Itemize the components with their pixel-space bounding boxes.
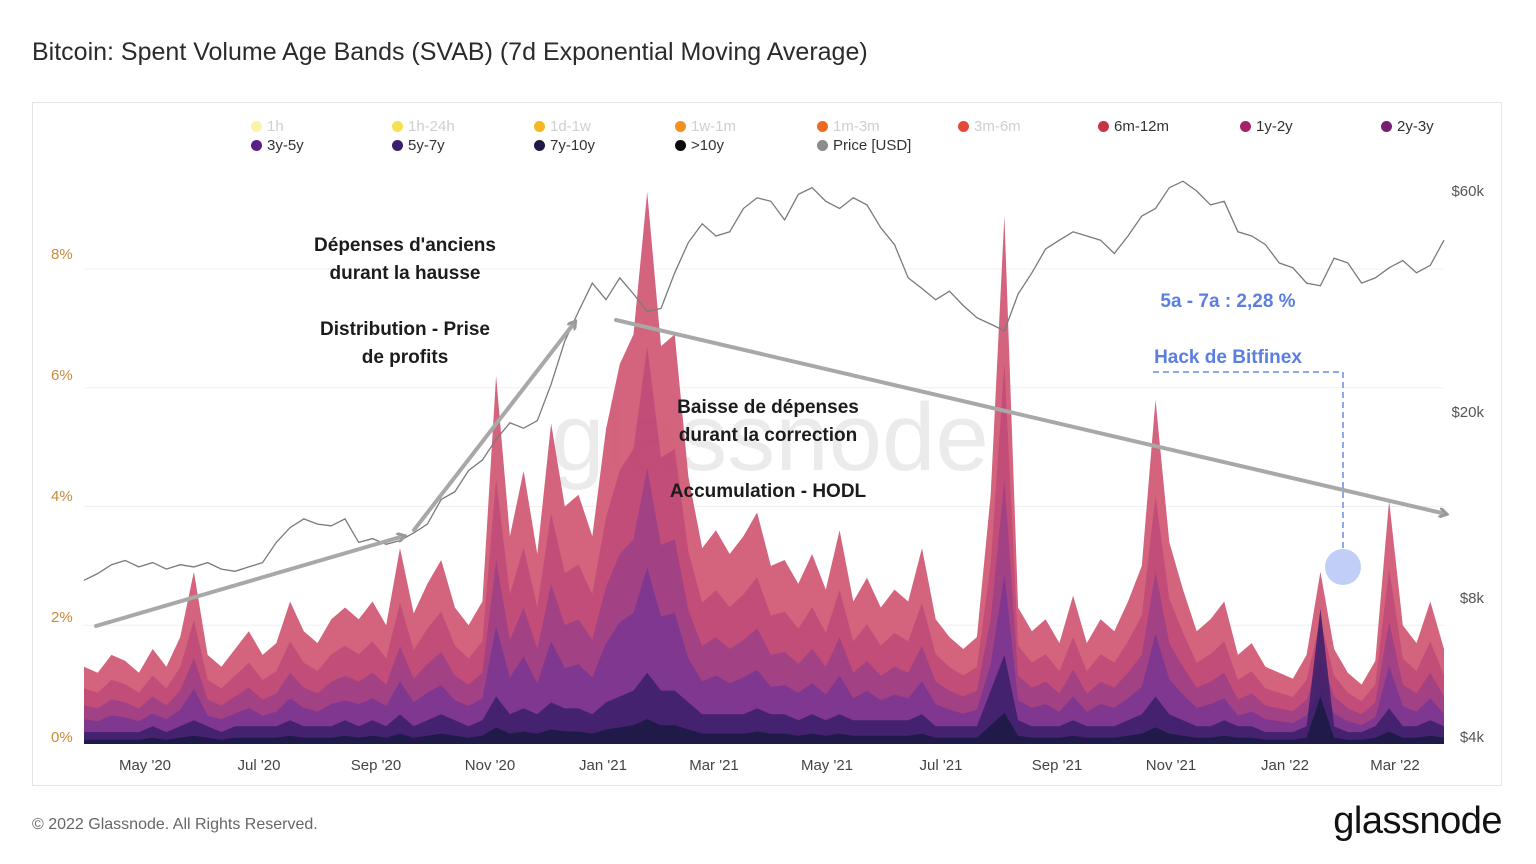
legend-dot-icon [534,121,545,132]
legend-item[interactable]: 3y-5y [251,137,304,154]
legend-label: 1m-3m [833,118,880,135]
legend-dot-icon [817,121,828,132]
area-band [84,467,1444,744]
area-band [84,346,1444,744]
legend-label: 1w-1m [691,118,737,135]
annotation-distribution-line1: Distribution - Prise [320,319,490,340]
legend-item[interactable]: 5y-7y [392,137,445,154]
x-tick-label: Jul '21 [920,757,963,774]
legend-item[interactable]: 6m-12m [1098,118,1169,135]
legend-label: >10y [691,137,724,154]
footer-copyright: © 2022 Glassnode. All Rights Reserved. [32,816,318,833]
legend-dot-icon [1240,121,1251,132]
trend-arrow [614,318,1446,514]
y-right-tick-label: $4k [1460,729,1485,746]
annotation-rally-line2: durant la hausse [329,263,481,284]
hack-marker [1325,549,1361,585]
legend-label: 6m-12m [1114,118,1170,135]
y-left-tick-label: 2% [51,609,73,626]
legend-dot-icon [675,121,686,132]
brand-logo: glassnode [1333,800,1502,842]
legend-item[interactable]: Price [USD] [817,137,911,154]
legend-dot-icon [817,140,828,151]
legend-dot-icon [251,140,262,151]
annotation-correction-line2: durant la correction [678,425,858,446]
annotation-distribution-line2: de profits [361,347,449,368]
legend-item[interactable]: 1y-2y [1240,118,1293,135]
annotation-rally-line1: Dépenses d'anciens [314,235,496,256]
x-tick-label: Mar '21 [689,757,739,774]
legend-item[interactable]: 3m-6m [958,118,1021,135]
area-band [84,567,1444,744]
legend-label: 3y-5y [267,137,304,154]
price-line [83,180,1445,581]
x-tick-label: Sep '20 [351,757,401,774]
annotation-distribution: Distribution - Prise de profits [300,316,510,372]
x-tick-label: Mar '22 [1370,757,1420,774]
legend-label: 1h [267,118,284,135]
hack-leader-line [1153,371,1344,550]
legend-dot-icon [1381,121,1392,132]
legend-dot-icon [675,140,686,151]
legend-label: 1y-2y [1256,118,1293,135]
y-left-tick-label: 4% [51,488,73,505]
price-series [83,180,1445,581]
annotation-correction: Baisse de dépenses durant la correction [660,394,876,450]
area-band-5y7y [84,608,1444,744]
x-tick-label: Sep '21 [1032,757,1082,774]
area-band-7y10y [84,696,1444,744]
x-tick-label: May '20 [119,757,171,774]
legend-dot-icon [534,140,545,151]
x-tick-label: Jul '20 [238,757,281,774]
legend-label: 1h-24h [408,118,455,135]
annotation-rally: Dépenses d'anciens durant la hausse [300,232,510,288]
legend-label: 1d-1w [550,118,591,135]
gridlines [84,268,1444,626]
x-tick-label: Nov '20 [465,757,515,774]
hack-highlight [1153,371,1361,585]
annotation-band-value: 5a - 7a : 2,28 % [1160,291,1296,312]
legend-dot-icon [392,121,403,132]
trend-arrow [94,536,404,628]
x-tick-label: Nov '21 [1146,757,1196,774]
axes: 0% 2% 4% 6% 8% $4k $8k $20k $60k May '20 Jul '20 Se… [51,183,1484,774]
legend-dot-icon [392,140,403,151]
legend-label: 5y-7y [408,137,445,154]
legend-dot-icon [1098,121,1109,132]
legend-label: 3m-6m [974,118,1021,135]
legend-dot-icon [251,121,262,132]
y-left-tick-label: 6% [51,367,73,384]
trend-arrows [94,318,1446,628]
trend-arrow [412,322,575,532]
legend-item[interactable]: 1w-1m [675,118,736,135]
y-left-tick-label: 8% [51,246,73,263]
area-band [84,191,1444,744]
y-left-tick-label: 0% [51,729,73,746]
legend-item[interactable]: 1h [251,118,284,135]
x-tick-label: Jan '22 [1261,757,1309,774]
annotation-accumulation: Accumulation - HODL [669,481,867,502]
chart-frame [32,102,1502,786]
legend-label: 2y-3y [1397,118,1434,135]
area-bands [84,191,1444,744]
legend-item[interactable]: >10y [675,137,724,154]
legend-label: 7y-10y [550,137,596,154]
x-tick-label: Jan '21 [579,757,627,774]
x-tick-label: May '21 [801,757,853,774]
chart-title: Bitcoin: Spent Volume Age Bands (SVAB) (… [32,38,868,66]
legend-item[interactable]: 7y-10y [534,137,595,154]
legend-item[interactable]: 1h-24h [392,118,455,135]
y-right-tick-label: $60k [1451,183,1484,200]
annotation-hack: Hack de Bitfinex [1154,347,1302,368]
legend-dot-icon [958,121,969,132]
legend-item[interactable]: 1d-1w [534,118,591,135]
y-right-tick-label: $20k [1451,404,1484,421]
legend-item[interactable]: 2y-3y [1381,118,1434,135]
annotation-correction-line1: Baisse de dépenses [677,397,859,418]
legend-label: Price [USD] [833,137,912,154]
legend-item[interactable]: 1m-3m [817,118,880,135]
y-right-tick-label: $8k [1460,590,1485,607]
legend: 1h 1h-24h 1d-1w 1w-1m 1m-3m 3m-6m 6m-12m 1y-2y 2… [0,0,1536,154]
